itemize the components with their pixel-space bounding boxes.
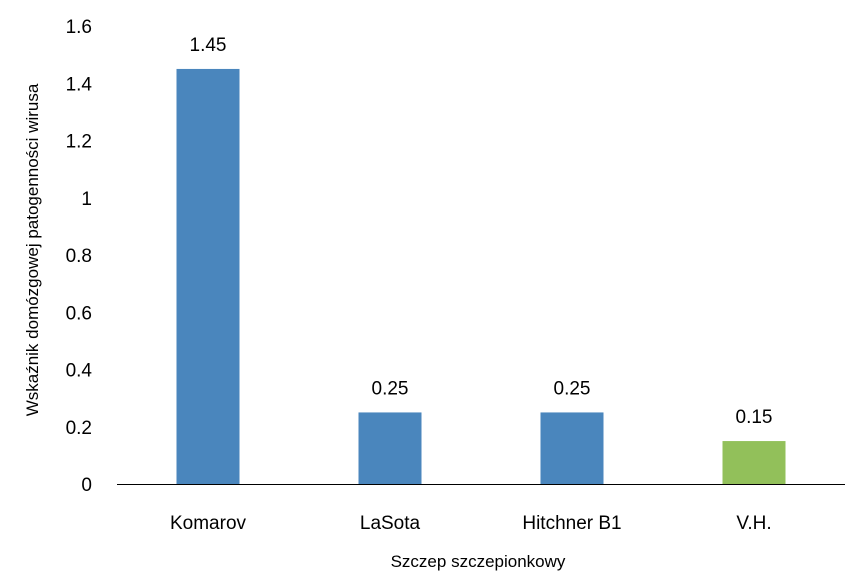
x-tick-label: Komarov <box>170 513 247 534</box>
data-label: 0.25 <box>554 378 591 399</box>
bar <box>540 412 604 484</box>
y-tick-label: 1.4 <box>66 74 93 95</box>
bars-group <box>176 68 786 484</box>
x-tick-label: LaSota <box>360 513 421 534</box>
y-tick-label: 1.2 <box>66 132 92 153</box>
data-label: 0.15 <box>736 407 773 428</box>
bar <box>358 412 422 484</box>
x-tick-label: V.H. <box>736 513 771 534</box>
x-axis-title: Szczep szczepionkowy <box>391 552 566 571</box>
y-tick-label: 0 <box>81 475 92 496</box>
y-tick-label: 0.6 <box>66 303 92 324</box>
y-tick-label: 0.8 <box>66 246 92 267</box>
x-axis-ticks: Komarov LaSota Hitchner B1 V.H. <box>170 513 772 534</box>
bar <box>722 441 786 484</box>
data-label: 0.25 <box>372 378 409 399</box>
y-tick-label: 1.6 <box>66 17 92 38</box>
y-tick-label: 1 <box>81 189 92 210</box>
bar <box>176 68 240 484</box>
x-tick-label: Hitchner B1 <box>522 513 621 534</box>
data-labels-group: 1.45 0.25 0.25 0.15 <box>190 35 773 428</box>
y-axis-title: Wskaźnik domózgowej patogenności wirusa <box>23 83 42 416</box>
y-tick-label: 0.4 <box>66 361 93 382</box>
y-tick-label: 0.2 <box>66 418 92 439</box>
data-label: 1.45 <box>190 35 227 56</box>
y-axis-ticks: 0 0.2 0.4 0.6 0.8 1 1.2 1.4 1.6 <box>66 17 93 496</box>
